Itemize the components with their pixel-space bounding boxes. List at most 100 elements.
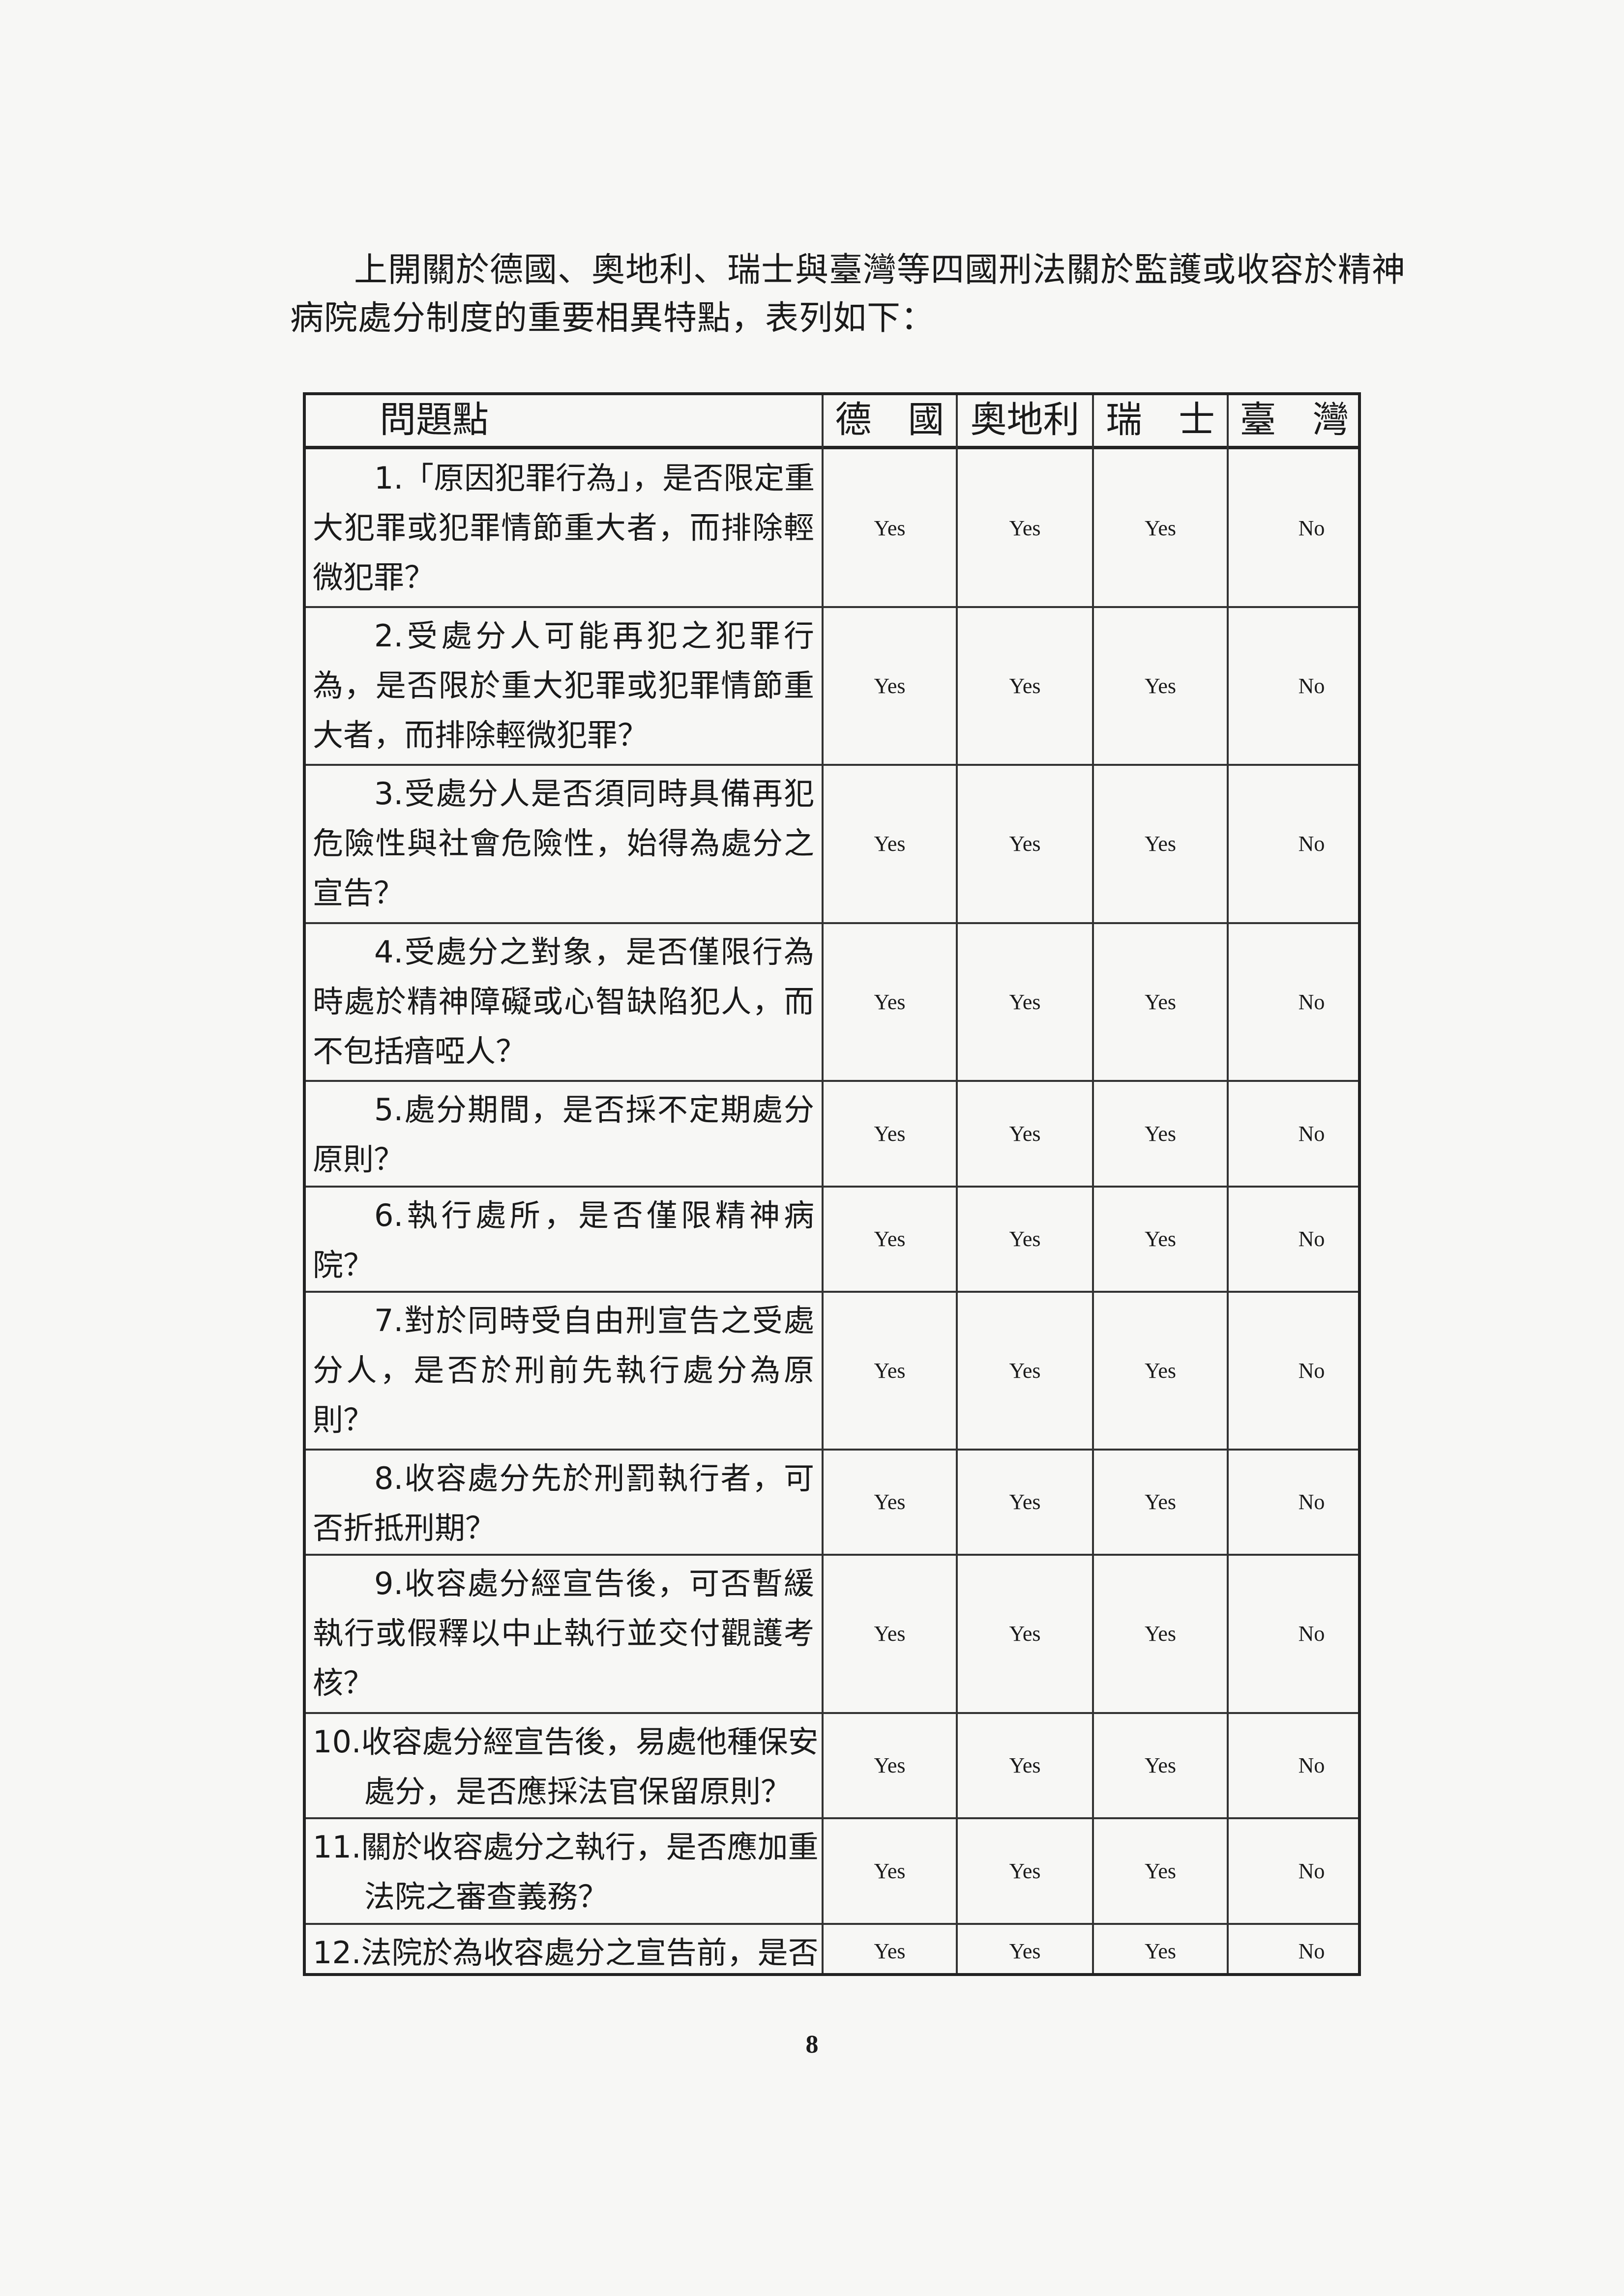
answer-taiwan: No	[1298, 1227, 1325, 1251]
row-divider	[306, 1817, 1358, 1819]
intro-line-1: 上開關於德國、奧地利、瑞士與臺灣等四國刑法關於監護或收容於精神	[354, 251, 1406, 290]
question-line: 10.收容處分經宣告後，易處他種保安	[313, 1724, 819, 1760]
question-line: 危險性與社會危險性，始得為處分之	[313, 825, 814, 861]
question-line: 6.執行處所，是否僅限精神病	[374, 1197, 814, 1233]
answer-switzerland: Yes	[1144, 1358, 1177, 1383]
answer-germany: Yes	[874, 673, 906, 698]
intro-line-2: 病院處分制度的重要相異特點，表列如下：	[290, 299, 935, 338]
row-divider	[306, 1923, 1358, 1925]
row-divider	[306, 922, 1358, 924]
question-line: 9.收容處分經宣告後，可否暫緩	[374, 1566, 814, 1601]
question-line: 8.收容處分先於刑罰執行者，可	[374, 1460, 814, 1496]
header-label: 問題點	[380, 399, 489, 441]
answer-taiwan: No	[1298, 673, 1325, 698]
question-line: 5.處分期間，是否採不定期處分	[374, 1092, 814, 1128]
answer-switzerland: Yes	[1144, 989, 1177, 1014]
answer-austria: Yes	[1009, 673, 1041, 698]
answer-germany: Yes	[874, 1753, 906, 1777]
row-divider	[306, 606, 1358, 608]
question-cell: 2.受處分人可能再犯之犯罪行為，是否限於重大犯罪或犯罪情節重 大者，而排除輕微犯罪…	[313, 611, 814, 760]
answer-taiwan: No	[1298, 1121, 1325, 1146]
answer-taiwan: No	[1298, 1753, 1325, 1777]
answer-switzerland: Yes	[1144, 1121, 1177, 1146]
answer-germany: Yes	[874, 1121, 906, 1146]
question-line: 為，是否限於重大犯罪或犯罪情節重	[313, 668, 814, 703]
question-line: 2.受處分人可能再犯之犯罪行	[374, 618, 814, 654]
header-austria: 奧地利	[957, 395, 1093, 449]
question-cell: 11.關於收容處分之執行，是否應加重法院之審查義務？	[313, 1822, 819, 1921]
question-line: 執行或假釋以中止執行並交付觀護考	[313, 1615, 814, 1651]
question-line: 3.受處分人是否須同時具備再犯	[374, 776, 814, 812]
answer-austria: Yes	[1009, 1358, 1041, 1383]
page-number: 8	[805, 2031, 819, 2059]
question-line: 不包括瘖啞人？	[313, 1033, 527, 1069]
answer-germany: Yes	[874, 989, 906, 1014]
answer-austria: Yes	[1009, 1859, 1041, 1883]
answer-switzerland: Yes	[1144, 1753, 1177, 1777]
column-divider	[822, 395, 824, 1973]
answer-austria: Yes	[1009, 1753, 1041, 1777]
question-line: 微犯罪？	[313, 559, 435, 595]
answer-taiwan: No	[1298, 989, 1325, 1014]
row-divider	[306, 1291, 1358, 1293]
column-divider	[1227, 395, 1229, 1973]
answer-switzerland: Yes	[1144, 1490, 1177, 1514]
answer-switzerland: Yes	[1144, 1859, 1177, 1883]
question-line: 核？	[313, 1665, 374, 1701]
header-switzerland: 瑞 士	[1093, 395, 1228, 449]
question-line: 12.法院於為收容處分之宣告前，是否	[313, 1935, 819, 1971]
question-line: 宣告？	[313, 875, 405, 911]
answer-austria: Yes	[1009, 1227, 1041, 1251]
question-cell: 8.收容處分先於刑罰執行者，可否折抵刑期？	[313, 1453, 814, 1553]
row-divider	[306, 1554, 1358, 1556]
question-line: 11.關於收容處分之執行，是否應加重	[313, 1829, 819, 1865]
question-line: 大者，而排除輕微犯罪？	[313, 717, 649, 753]
row-divider	[306, 1449, 1358, 1451]
question-line: 原則？	[313, 1141, 405, 1177]
answer-germany: Yes	[874, 832, 906, 856]
answer-switzerland: Yes	[1144, 1939, 1177, 1963]
question-cell: 6.執行處所，是否僅限精神病 院？	[313, 1191, 814, 1290]
column-divider	[1092, 395, 1094, 1973]
answer-austria: Yes	[1009, 832, 1041, 856]
question-line: 則？	[313, 1402, 374, 1438]
header-label: 瑞 士	[1106, 399, 1215, 441]
answer-austria: Yes	[1009, 1121, 1041, 1146]
row-divider	[306, 1712, 1358, 1714]
answer-taiwan: No	[1298, 1859, 1325, 1883]
answer-germany: Yes	[874, 1490, 906, 1514]
question-line: 處分，是否應採法官保留原則？	[364, 1773, 792, 1809]
header-label: 臺 灣	[1240, 399, 1349, 441]
answer-austria: Yes	[1009, 989, 1041, 1014]
column-divider	[956, 395, 958, 1973]
question-line: 法院之審查義務？	[364, 1879, 609, 1915]
header-question: 問題點	[306, 395, 823, 449]
answer-taiwan: No	[1298, 1939, 1325, 1963]
question-line: 分人，是否於刑前先執行處分為原	[313, 1352, 814, 1388]
question-line: 否折抵刑期？	[313, 1510, 496, 1546]
answer-austria: Yes	[1009, 1490, 1041, 1514]
question-cell: 1.「原因犯罪行為」，是否限定重 大犯罪或犯罪情節重大者，而排除輕 微犯罪？	[313, 453, 815, 602]
answer-germany: Yes	[874, 1358, 906, 1383]
answer-germany: Yes	[874, 1939, 906, 1963]
answer-taiwan: No	[1298, 1490, 1325, 1514]
answer-germany: Yes	[874, 1622, 906, 1646]
header-germany: 德 國	[823, 395, 957, 449]
question-cell: 4.受處分之對象，是否僅限行為 時處於精神障礙或心智缺陷犯人，而 不包括瘖啞人？	[313, 927, 814, 1076]
row-divider	[306, 1186, 1358, 1188]
header-label: 德 國	[835, 399, 945, 441]
question-cell: 10.收容處分經宣告後，易處他種保安處分，是否應採法官保留原則？	[313, 1717, 819, 1816]
question-line: 院？	[313, 1247, 374, 1283]
answer-germany: Yes	[874, 516, 906, 540]
answer-germany: Yes	[874, 1227, 906, 1251]
question-line: 4.受處分之對象，是否僅限行為	[374, 934, 814, 970]
header-taiwan: 臺 灣	[1228, 395, 1361, 449]
answer-switzerland: Yes	[1144, 673, 1177, 698]
question-line: 1.「原因犯罪行為」，是否限定重	[374, 460, 815, 496]
row-divider	[306, 1080, 1358, 1082]
header-label: 奧地利	[970, 399, 1080, 441]
answer-taiwan: No	[1298, 832, 1325, 856]
answer-taiwan: No	[1298, 1358, 1325, 1383]
answer-switzerland: Yes	[1144, 516, 1177, 540]
question-cell: 9.收容處分經宣告後，可否暫緩執行或假釋以中止執行並交付觀護考 核？	[313, 1559, 814, 1708]
